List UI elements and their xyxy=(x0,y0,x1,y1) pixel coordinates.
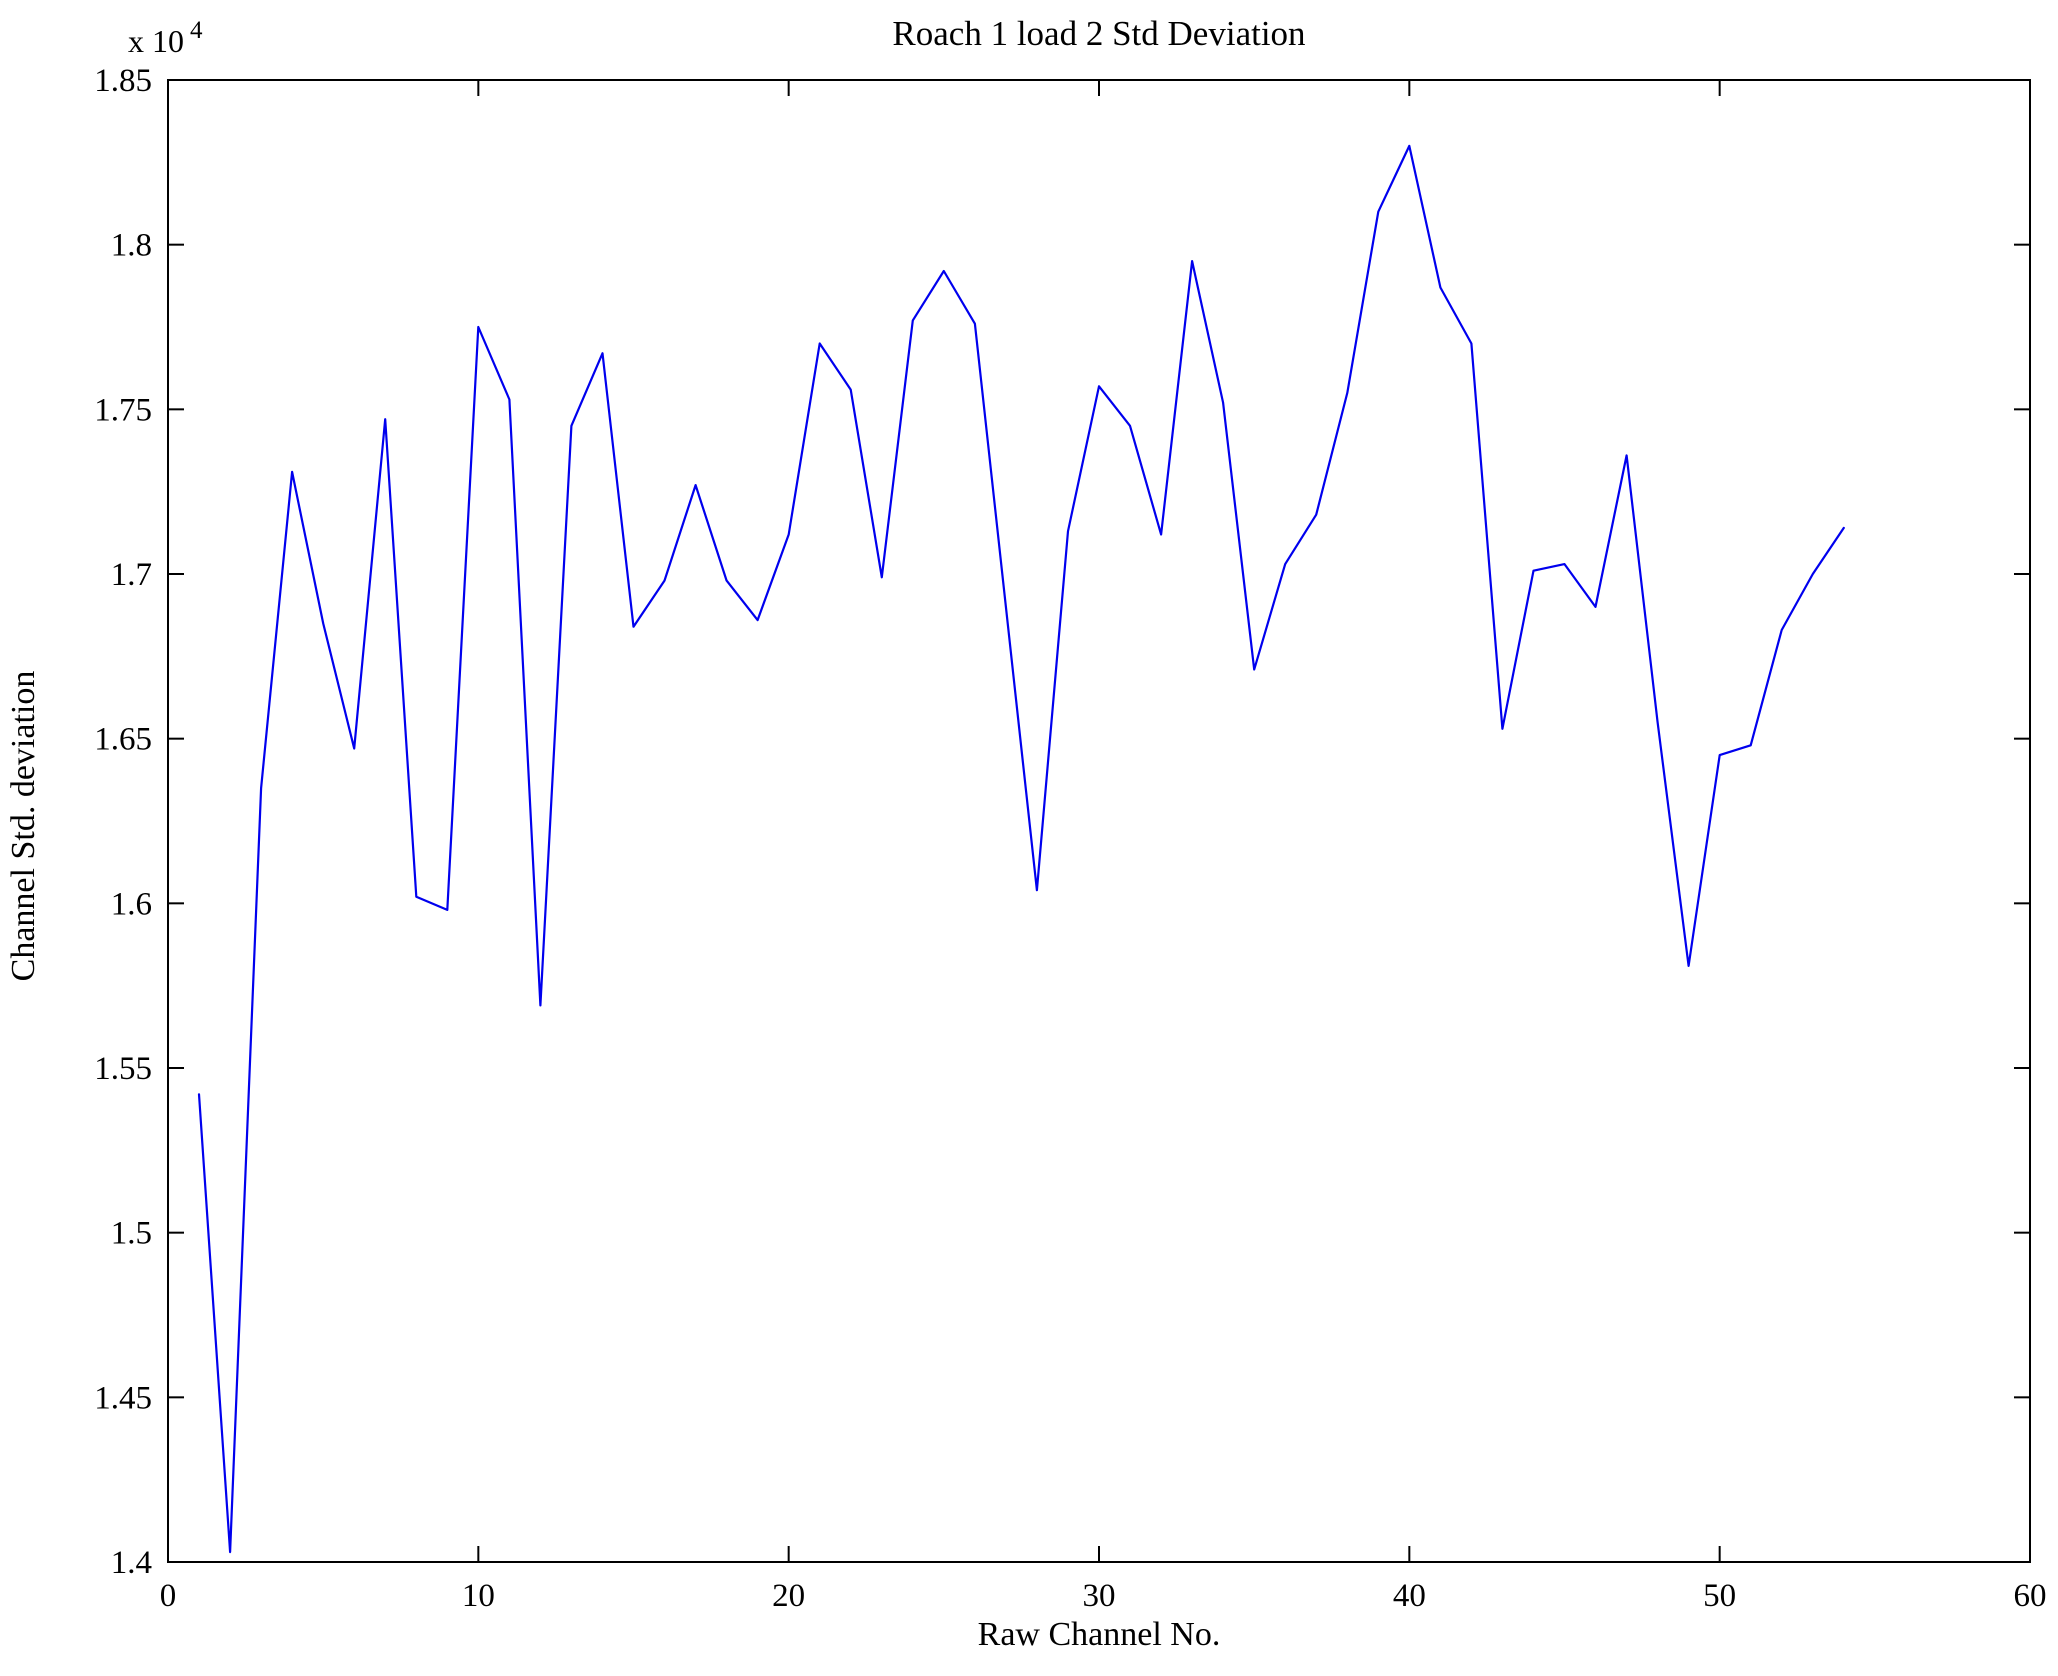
y-tick-label: 1.4 xyxy=(111,1545,152,1581)
plot-box xyxy=(167,79,2031,1563)
x-tick-label: 30 xyxy=(1083,1578,1116,1614)
chart-title: Roach 1 load 2 Std Deviation xyxy=(892,14,1305,53)
y-axis-multiplier-base: x 10 xyxy=(128,23,184,59)
y-tick-label: 1.65 xyxy=(94,722,152,758)
y-tick-label: 1.5 xyxy=(111,1216,152,1252)
y-tick-label: 1.75 xyxy=(94,392,152,428)
y-tick-label: 1.8 xyxy=(111,228,152,264)
x-axis-label: Raw Channel No. xyxy=(978,1616,1221,1653)
x-tick-label: 40 xyxy=(1393,1578,1426,1614)
x-tick-label: 0 xyxy=(160,1578,177,1614)
x-tick-label: 10 xyxy=(462,1578,495,1614)
y-tick-label: 1.45 xyxy=(94,1380,152,1416)
x-tick-label: 20 xyxy=(772,1578,805,1614)
y-tick-label: 1.7 xyxy=(111,557,152,593)
y-tick-label: 1.85 xyxy=(94,63,152,99)
x-tick-label: 50 xyxy=(1703,1578,1736,1614)
y-tick-label: 1.55 xyxy=(94,1051,152,1087)
y-axis-multiplier-exponent: 4 xyxy=(190,17,203,44)
data-series-line xyxy=(197,144,1845,1554)
y-axis-label: Channel Std. deviation xyxy=(5,671,42,982)
y-tick-label: 1.6 xyxy=(111,886,152,922)
x-tick-label: 60 xyxy=(2014,1578,2047,1614)
y-axis-multiplier: x 10 4 xyxy=(128,17,203,59)
